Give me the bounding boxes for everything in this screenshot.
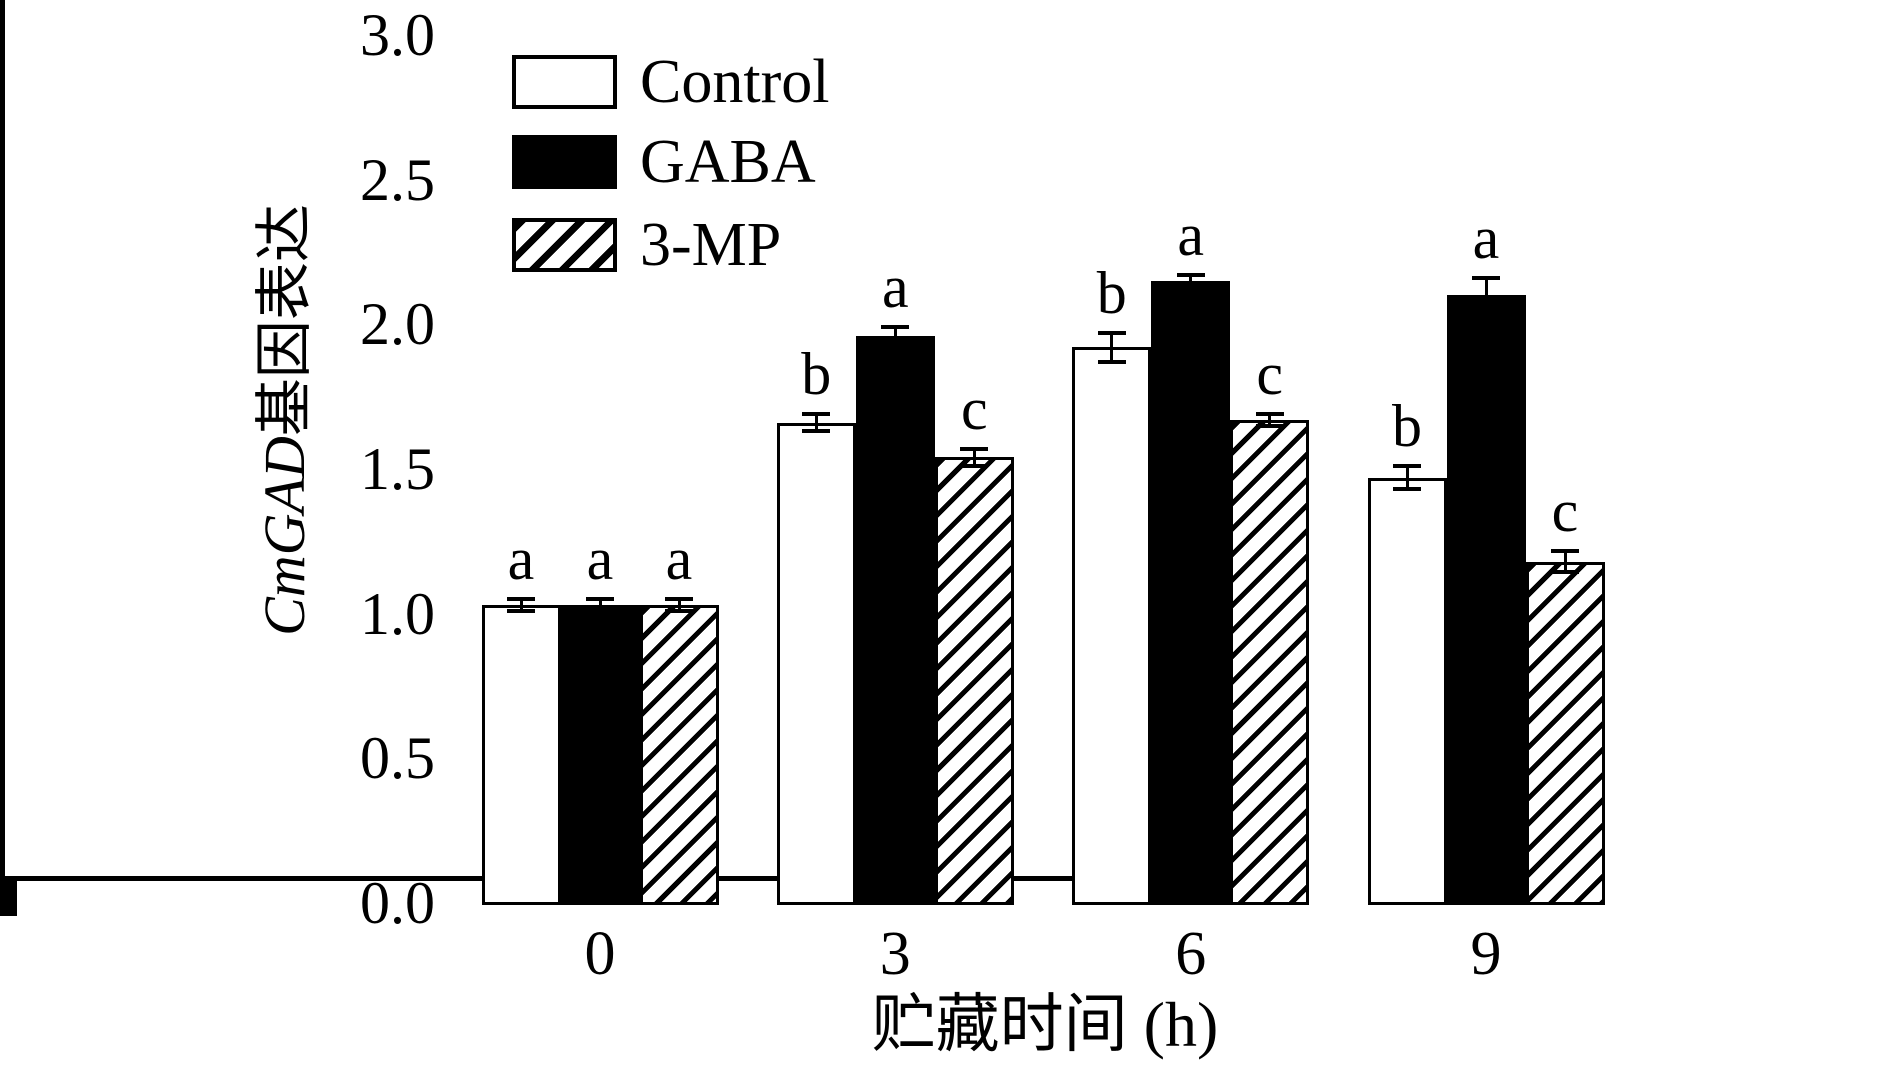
bar-control-3: [776, 422, 856, 905]
error-bar: [519, 599, 523, 611]
significance-letter: c: [1551, 478, 1579, 545]
y-tick: [0, 900, 17, 906]
y-tick: [0, 910, 17, 916]
x-tick-label: 0: [584, 920, 616, 988]
error-bar-cap-top: [802, 412, 831, 417]
error-bar-cap-bottom: [586, 608, 614, 613]
error-bar: [1405, 466, 1409, 490]
bar-3-mp-3: [934, 457, 1014, 905]
significance-letter: a: [881, 254, 909, 321]
error-bar: [1563, 551, 1567, 572]
y-tick-label: 1.5: [360, 436, 435, 502]
y-tick-label: 3.0: [360, 2, 435, 68]
bar-control-0: [481, 604, 561, 905]
significance-letter: a: [586, 526, 614, 593]
error-bar-cap-bottom: [881, 342, 910, 347]
y-tick: [0, 895, 17, 901]
error-bar-cap-top: [665, 597, 693, 602]
x-tick-label: 3: [879, 920, 911, 988]
error-bar: [972, 448, 976, 467]
error-bar: [598, 599, 602, 611]
legend-label-control: Control: [640, 48, 830, 116]
error-bar-cap-top: [1097, 331, 1126, 335]
x-tick-label: 6: [1175, 920, 1207, 988]
error-bar: [893, 327, 897, 345]
y-tick-label: 1.0: [360, 580, 435, 647]
x-tick-label: 9: [1470, 920, 1502, 988]
significance-letter: a: [665, 526, 693, 593]
error-bar-cap-top: [960, 446, 989, 451]
significance-letter: a: [1177, 202, 1204, 269]
bar-3-mp-9: [1525, 561, 1605, 905]
bar-gaba-9: [1446, 295, 1526, 905]
error-bar: [1484, 278, 1488, 313]
error-bar: [814, 414, 818, 432]
legend-label-3mp: 3-MP: [640, 211, 782, 279]
error-bar-cap-top: [1472, 276, 1500, 281]
x-axis-title: 贮藏时间 (h): [871, 989, 1219, 1060]
error-bar-cap-top: [1393, 464, 1421, 469]
bar-gaba-0: [560, 604, 640, 905]
legend-swatch-3mp: [512, 218, 617, 272]
y-tick-label: 2.0: [360, 291, 435, 358]
significance-letter: c: [960, 375, 988, 442]
bar-3-mp-6: [1230, 419, 1310, 905]
y-tick: [0, 880, 17, 886]
error-bar-cap-bottom: [665, 608, 693, 613]
error-bar-cap-top: [507, 597, 535, 602]
error-bar-cap-bottom: [1097, 359, 1126, 364]
error-bar: [1110, 333, 1114, 362]
significance-letter: b: [1096, 260, 1127, 326]
error-bar-cap-top: [1551, 549, 1579, 554]
error-bar-cap-bottom: [1393, 487, 1421, 492]
error-bar-cap-bottom: [960, 464, 989, 469]
y-axis-line: [0, 0, 5, 876]
error-bar-cap-bottom: [507, 608, 535, 613]
error-bar-cap-bottom: [1176, 284, 1205, 289]
bar-gaba-6: [1151, 280, 1231, 905]
significance-letter: c: [1256, 341, 1283, 408]
error-bar: [1268, 414, 1272, 426]
bar-3-mp-0: [639, 604, 719, 905]
error-bar-cap-bottom: [802, 429, 831, 434]
legend-swatch-gaba: [512, 135, 617, 189]
error-bar-cap-bottom: [1255, 423, 1284, 428]
error-bar-cap-top: [1176, 273, 1205, 278]
bar-control-9: [1367, 477, 1447, 905]
error-bar: [1189, 275, 1193, 287]
error-bar: [677, 599, 681, 611]
error-bar-cap-top: [1255, 412, 1284, 417]
significance-letter: b: [801, 341, 832, 408]
error-bar-cap-bottom: [1551, 569, 1579, 574]
significance-letter: a: [1472, 205, 1500, 272]
y-tick-label: 2.5: [360, 146, 435, 213]
significance-letter: a: [507, 526, 535, 593]
error-bar-cap-top: [586, 597, 614, 602]
y-tick-label: 0.5: [360, 725, 435, 792]
legend-label-gaba: GABA: [640, 128, 816, 196]
bar-gaba-3: [855, 335, 935, 905]
legend-swatch-control: [512, 55, 617, 109]
error-bar-cap-top: [881, 325, 910, 330]
significance-letter: b: [1392, 393, 1422, 460]
y-tick: [0, 885, 17, 891]
y-tick: [0, 905, 17, 911]
y-tick-label: 0.0: [360, 870, 435, 936]
bar-control-6: [1072, 347, 1152, 905]
error-bar-cap-bottom: [1472, 310, 1500, 315]
y-tick: [0, 890, 17, 896]
plot-area: a b b b a a a a a c c c 0.0 0.5 1.0 1.5 2.0 2.5 3.0 0 3 6 9: [0, 0, 1605, 986]
